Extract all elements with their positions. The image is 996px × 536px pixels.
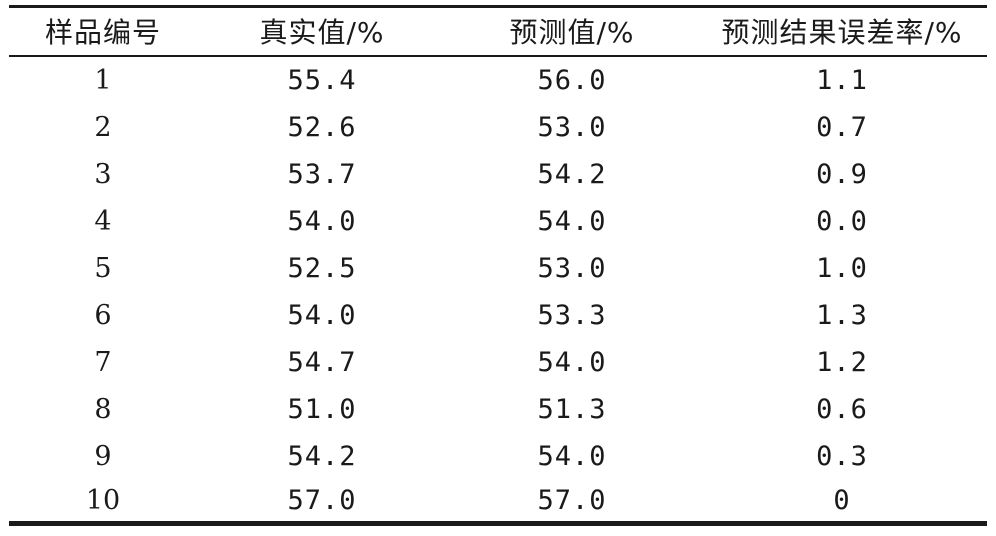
table-row: 1 55.4 56.0 1.1: [9, 57, 987, 104]
cell-predicted-value: 54.0: [537, 347, 607, 378]
cell-sample-id: 6: [94, 300, 112, 331]
cell-predicted-value: 51.3: [537, 394, 607, 425]
cell-error-rate: 0.3: [816, 441, 868, 472]
cell-true-value: 51.0: [287, 394, 357, 425]
cell-true-value: 54.2: [287, 441, 357, 472]
cell-true-value: 52.5: [287, 253, 357, 284]
cell-error-rate: 1.3: [816, 300, 868, 331]
header-predicted-value: 预测值/%: [509, 16, 635, 49]
cell-error-rate: 0.9: [816, 159, 868, 190]
cell-predicted-value: 54.0: [537, 206, 607, 237]
cell-error-rate: 0.7: [816, 112, 868, 143]
cell-error-rate: 0.0: [816, 206, 868, 237]
table-row: 6 54.0 53.3 1.3: [9, 292, 987, 339]
cell-sample-id: 7: [94, 347, 112, 378]
cell-sample-id: 10: [85, 485, 121, 516]
header-true-value: 真实值/%: [259, 16, 385, 49]
cell-predicted-value: 56.0: [537, 65, 607, 96]
table-row: 4 54.0 54.0 0.0: [9, 198, 987, 245]
data-table: 样品编号 真实值/% 预测值/% 预测结果误差率/% 1 55.4 56.0 1…: [9, 0, 987, 536]
cell-sample-id: 8: [94, 394, 112, 425]
cell-error-rate: 0: [833, 485, 851, 516]
cell-sample-id: 1: [94, 65, 112, 96]
cell-true-value: 54.7: [287, 347, 357, 378]
cell-sample-id: 3: [94, 159, 112, 190]
table-row: 2 52.6 53.0 0.7: [9, 104, 987, 151]
table-header-row: 样品编号 真实值/% 预测值/% 预测结果误差率/%: [9, 9, 987, 56]
header-error-rate: 预测结果误差率/%: [721, 16, 963, 49]
cell-true-value: 53.7: [287, 159, 357, 190]
cell-predicted-value: 53.0: [537, 253, 607, 284]
table-row: 3 53.7 54.2 0.9: [9, 151, 987, 198]
cell-error-rate: 1.1: [816, 65, 868, 96]
table-row: 9 54.2 54.0 0.3: [9, 433, 987, 480]
header-sample-id: 样品编号: [44, 16, 161, 49]
table-row: 10 57.0 57.0 0: [9, 477, 987, 524]
table-header-rule: [9, 55, 987, 57]
cell-predicted-value: 54.2: [537, 159, 607, 190]
cell-sample-id: 5: [94, 253, 112, 284]
table-bottom-rule: [9, 521, 987, 526]
cell-sample-id: 9: [94, 441, 112, 472]
cell-true-value: 55.4: [287, 65, 357, 96]
cell-predicted-value: 57.0: [537, 485, 607, 516]
table-row: 7 54.7 54.0 1.2: [9, 339, 987, 386]
table-row: 8 51.0 51.3 0.6: [9, 386, 987, 433]
cell-error-rate: 1.2: [816, 347, 868, 378]
table-row: 5 52.5 53.0 1.0: [9, 245, 987, 292]
cell-predicted-value: 53.3: [537, 300, 607, 331]
cell-sample-id: 4: [94, 206, 112, 237]
cell-true-value: 54.0: [287, 300, 357, 331]
cell-predicted-value: 54.0: [537, 441, 607, 472]
table-top-rule: [9, 5, 987, 8]
cell-true-value: 54.0: [287, 206, 357, 237]
cell-error-rate: 0.6: [816, 394, 868, 425]
cell-true-value: 52.6: [287, 112, 357, 143]
cell-predicted-value: 53.0: [537, 112, 607, 143]
cell-sample-id: 2: [94, 112, 112, 143]
cell-error-rate: 1.0: [816, 253, 868, 284]
cell-true-value: 57.0: [287, 485, 357, 516]
